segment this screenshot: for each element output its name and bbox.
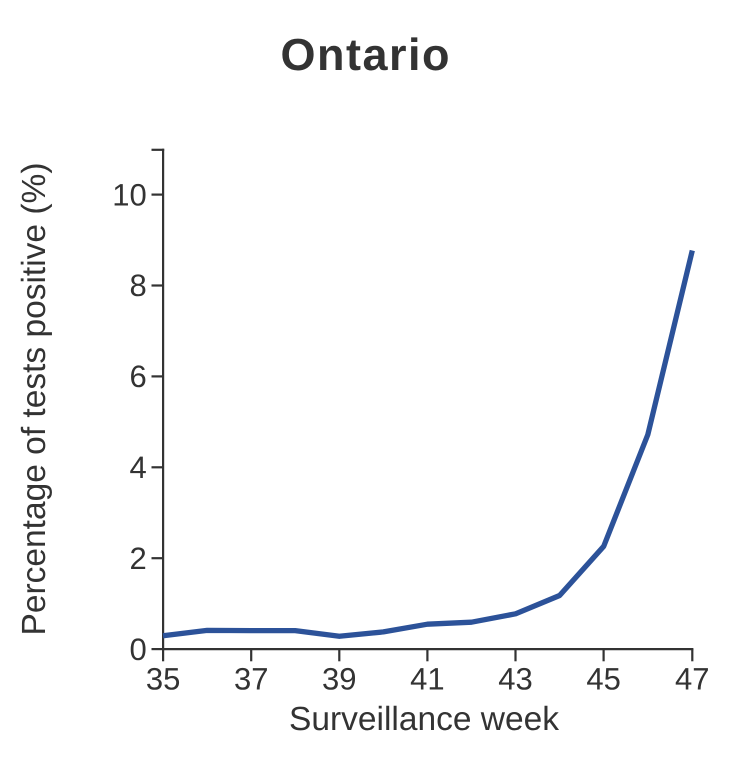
svg-text:35: 35 xyxy=(146,662,180,697)
svg-text:47: 47 xyxy=(675,662,709,697)
svg-text:8: 8 xyxy=(129,268,146,303)
svg-text:4: 4 xyxy=(129,450,146,485)
svg-text:41: 41 xyxy=(410,662,444,697)
svg-text:0: 0 xyxy=(129,632,146,667)
svg-text:Ontario: Ontario xyxy=(281,29,450,80)
svg-text:37: 37 xyxy=(234,662,268,697)
svg-text:43: 43 xyxy=(498,662,532,697)
svg-text:10: 10 xyxy=(112,177,146,212)
svg-text:6: 6 xyxy=(129,359,146,394)
svg-text:Percentage of tests positive (: Percentage of tests positive (%) xyxy=(16,163,53,636)
svg-text:2: 2 xyxy=(129,541,146,576)
svg-text:Surveillance week: Surveillance week xyxy=(289,701,559,738)
svg-text:45: 45 xyxy=(586,662,620,697)
svg-text:39: 39 xyxy=(322,662,356,697)
